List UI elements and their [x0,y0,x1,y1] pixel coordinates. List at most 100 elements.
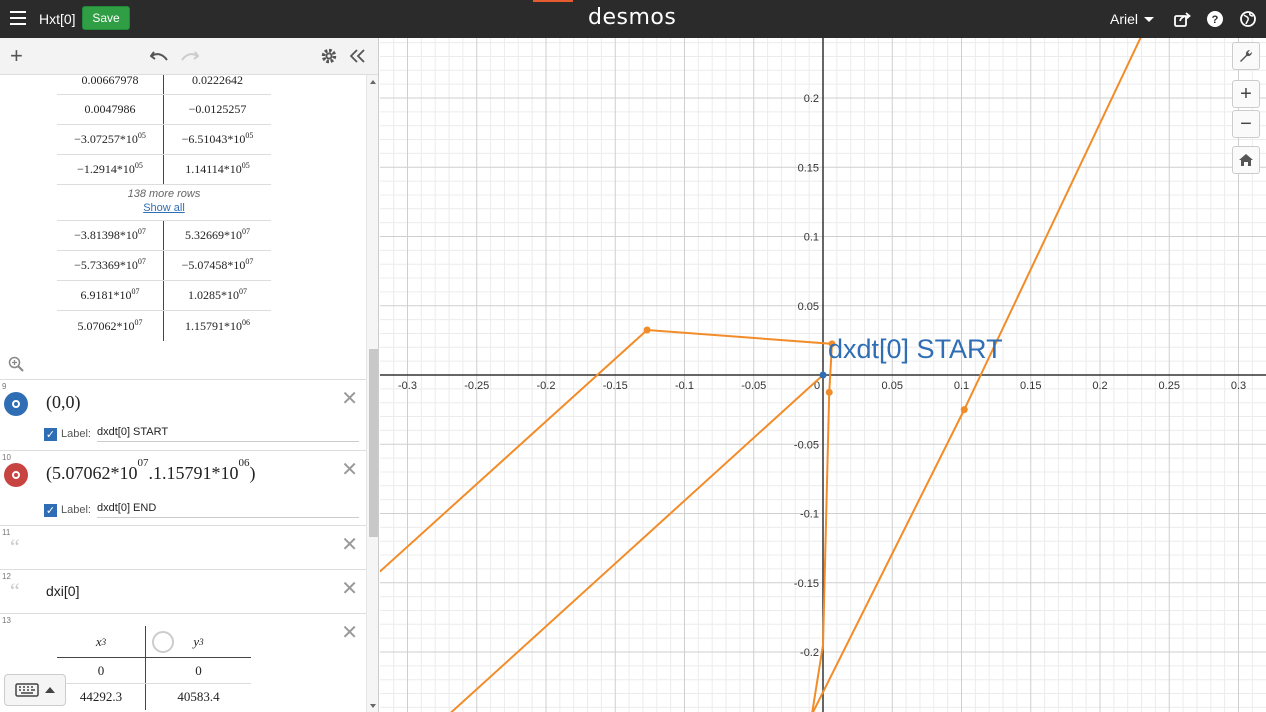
point-color-icon[interactable] [4,463,28,487]
curve-point [825,388,833,396]
y-tick-label: 0.05 [798,301,819,313]
graph-canvas[interactable]: -0.3 -0.25 -0.2 -0.15 -0.1 -0.05 0 0.05 0.1 0.15 0… [380,38,1266,712]
expression-9[interactable]: 9 (0,0) ✕ ✓ Label: dxdt[0] START [0,379,366,450]
table-row: 6.9181*10 07 1.0285*10 07 [57,281,271,311]
note-quote-icon: “ [10,534,20,559]
delete-expression-icon[interactable]: ✕ [341,534,358,556]
x-tick-label: 0.25 [1159,380,1180,392]
x-tick-label: -0.25 [464,380,489,392]
share-icon[interactable] [1173,10,1191,28]
more-rows-notice: 138 more rows Show all [57,188,271,214]
scroll-up-icon[interactable] [370,80,376,84]
curve-point [643,326,651,334]
caret-up-icon [45,687,55,693]
help-icon[interactable]: ? [1206,10,1224,28]
menu-icon[interactable] [10,11,26,25]
expression-11[interactable]: 11 “ ✕ [0,525,366,569]
label-row: ✓ Label: dxdt[0] START [44,426,359,442]
label-checkbox[interactable]: ✓ [44,427,57,441]
delete-expression-icon[interactable]: ✕ [341,622,358,644]
expression-12[interactable]: 12 “ dxi[0] ✕ [0,569,366,613]
collapse-panel-icon[interactable] [350,46,366,66]
table-row: −5.73369*10 07 −5.07458*10 07 [57,251,271,281]
user-name: Ariel [1110,11,1139,27]
more-rows-count: 138 more rows [127,188,201,200]
expression-math[interactable]: (0,0) [46,392,81,412]
delete-expression-icon[interactable]: ✕ [341,388,358,410]
zoom-fit-icon[interactable] [8,356,24,372]
column-style-circle-icon[interactable] [152,631,174,653]
undo-icon[interactable] [150,46,168,66]
table-fragment-bottom: −3.81398*10 07 5.32669*10 07 −5.73369*10 07… [57,220,271,341]
keyboard-icon [15,683,39,697]
x-tick-label: 0.15 [1020,380,1041,392]
x-tick-label: -0.1 [675,380,694,392]
scroll-thumb[interactable] [369,349,378,537]
delete-expression-icon[interactable]: ✕ [341,578,358,600]
expression-panel: + 0.00667978 0.0222642 0.0047986 −0.0125… [0,38,379,712]
x-tick-label: 0 [814,380,820,392]
table-row: 0 0 [57,658,251,684]
table-fragment-top: 0.00667978 0.0222642 0.0047986 −0.012525… [57,75,271,185]
y-tick-label: 0.1 [804,232,819,244]
curve-segment [450,374,824,712]
curve-point [828,340,836,348]
x-tick-label: 0.3 [1231,380,1246,392]
settings-gear-icon[interactable] [320,46,338,66]
svg-text:?: ? [1212,14,1219,26]
y-tick-label: 0.2 [804,93,819,105]
table-row: −3.07257*10 05 −6.51043*10 05 [57,125,271,155]
home-icon[interactable] [1232,146,1260,174]
x-tick-label: -0.2 [537,380,556,392]
expression-math[interactable]: (5.07062*1007.1.15791*1006) [46,457,256,483]
x-tick-label: 0.2 [1092,380,1107,392]
user-menu[interactable]: Ariel [1110,11,1155,27]
redo-icon[interactable] [181,46,199,66]
x-tick-label: 0.1 [954,380,969,392]
desmos-logo: desmos [588,5,677,30]
graph-title[interactable]: Hxt[0] [39,11,76,27]
keyboard-toggle-button[interactable] [4,674,66,706]
x-tick-label: -0.15 [603,380,628,392]
x-tick-label: -0.05 [741,380,766,392]
label-input[interactable]: dxdt[0] END [96,502,359,518]
top-bar: Hxt[0] Save desmos Ariel ? [0,0,1266,38]
zoom-out-icon[interactable]: − [1232,110,1260,138]
graph-settings-wrench-icon[interactable] [1232,42,1260,70]
x-tick-label: 0.05 [882,380,903,392]
y-tick-label: 0.15 [798,162,819,174]
expression-list: 0.00667978 0.0222642 0.0047986 −0.012525… [0,75,366,712]
table-row: −3.81398*10 07 5.32669*10 07 [57,221,271,251]
y-tick-label: -0.2 [800,647,819,659]
expression-10[interactable]: 10 (5.07062*1007.1.15791*1006) ✕ ✓ Label… [0,450,366,525]
label-input[interactable]: dxdt[0] START [96,426,359,442]
y-tick-label: -0.15 [794,578,819,590]
curve-point [960,406,968,414]
scroll-down-icon[interactable] [370,704,376,708]
table-row: −1.2914*10 05 1.14114*10 05 [57,155,271,185]
table-row: 44292.3 40583.4 [57,684,251,710]
x-tick-label: -0.3 [398,380,417,392]
table-row: 0.00667978 0.0222642 [57,75,271,95]
zoom-in-icon[interactable]: + [1232,80,1260,108]
label-checkbox[interactable]: ✓ [44,503,57,517]
curve-segment [380,328,834,712]
delete-expression-icon[interactable]: ✕ [341,459,358,481]
graph-svg[interactable]: -0.3 -0.25 -0.2 -0.15 -0.1 -0.05 0 0.05 0.1 0.15 0… [380,38,1266,712]
save-button[interactable]: Save [82,6,130,30]
point-color-icon[interactable] [4,392,28,416]
show-all-link[interactable]: Show all [143,202,185,214]
label-row: ✓ Label: dxdt[0] END [44,502,359,518]
add-expression-icon[interactable]: + [10,43,23,68]
brand-accent-bar [533,0,573,2]
y-tick-label: -0.1 [800,509,819,521]
globe-icon[interactable] [1239,10,1257,28]
note-text[interactable]: dxi[0] [46,583,80,599]
expression-scrollbar[interactable] [366,75,378,712]
table-row: 0.0047986 −0.0125257 [57,95,271,125]
start-point [819,371,827,379]
point-label-start[interactable]: dxdt[0] START [828,334,1003,364]
